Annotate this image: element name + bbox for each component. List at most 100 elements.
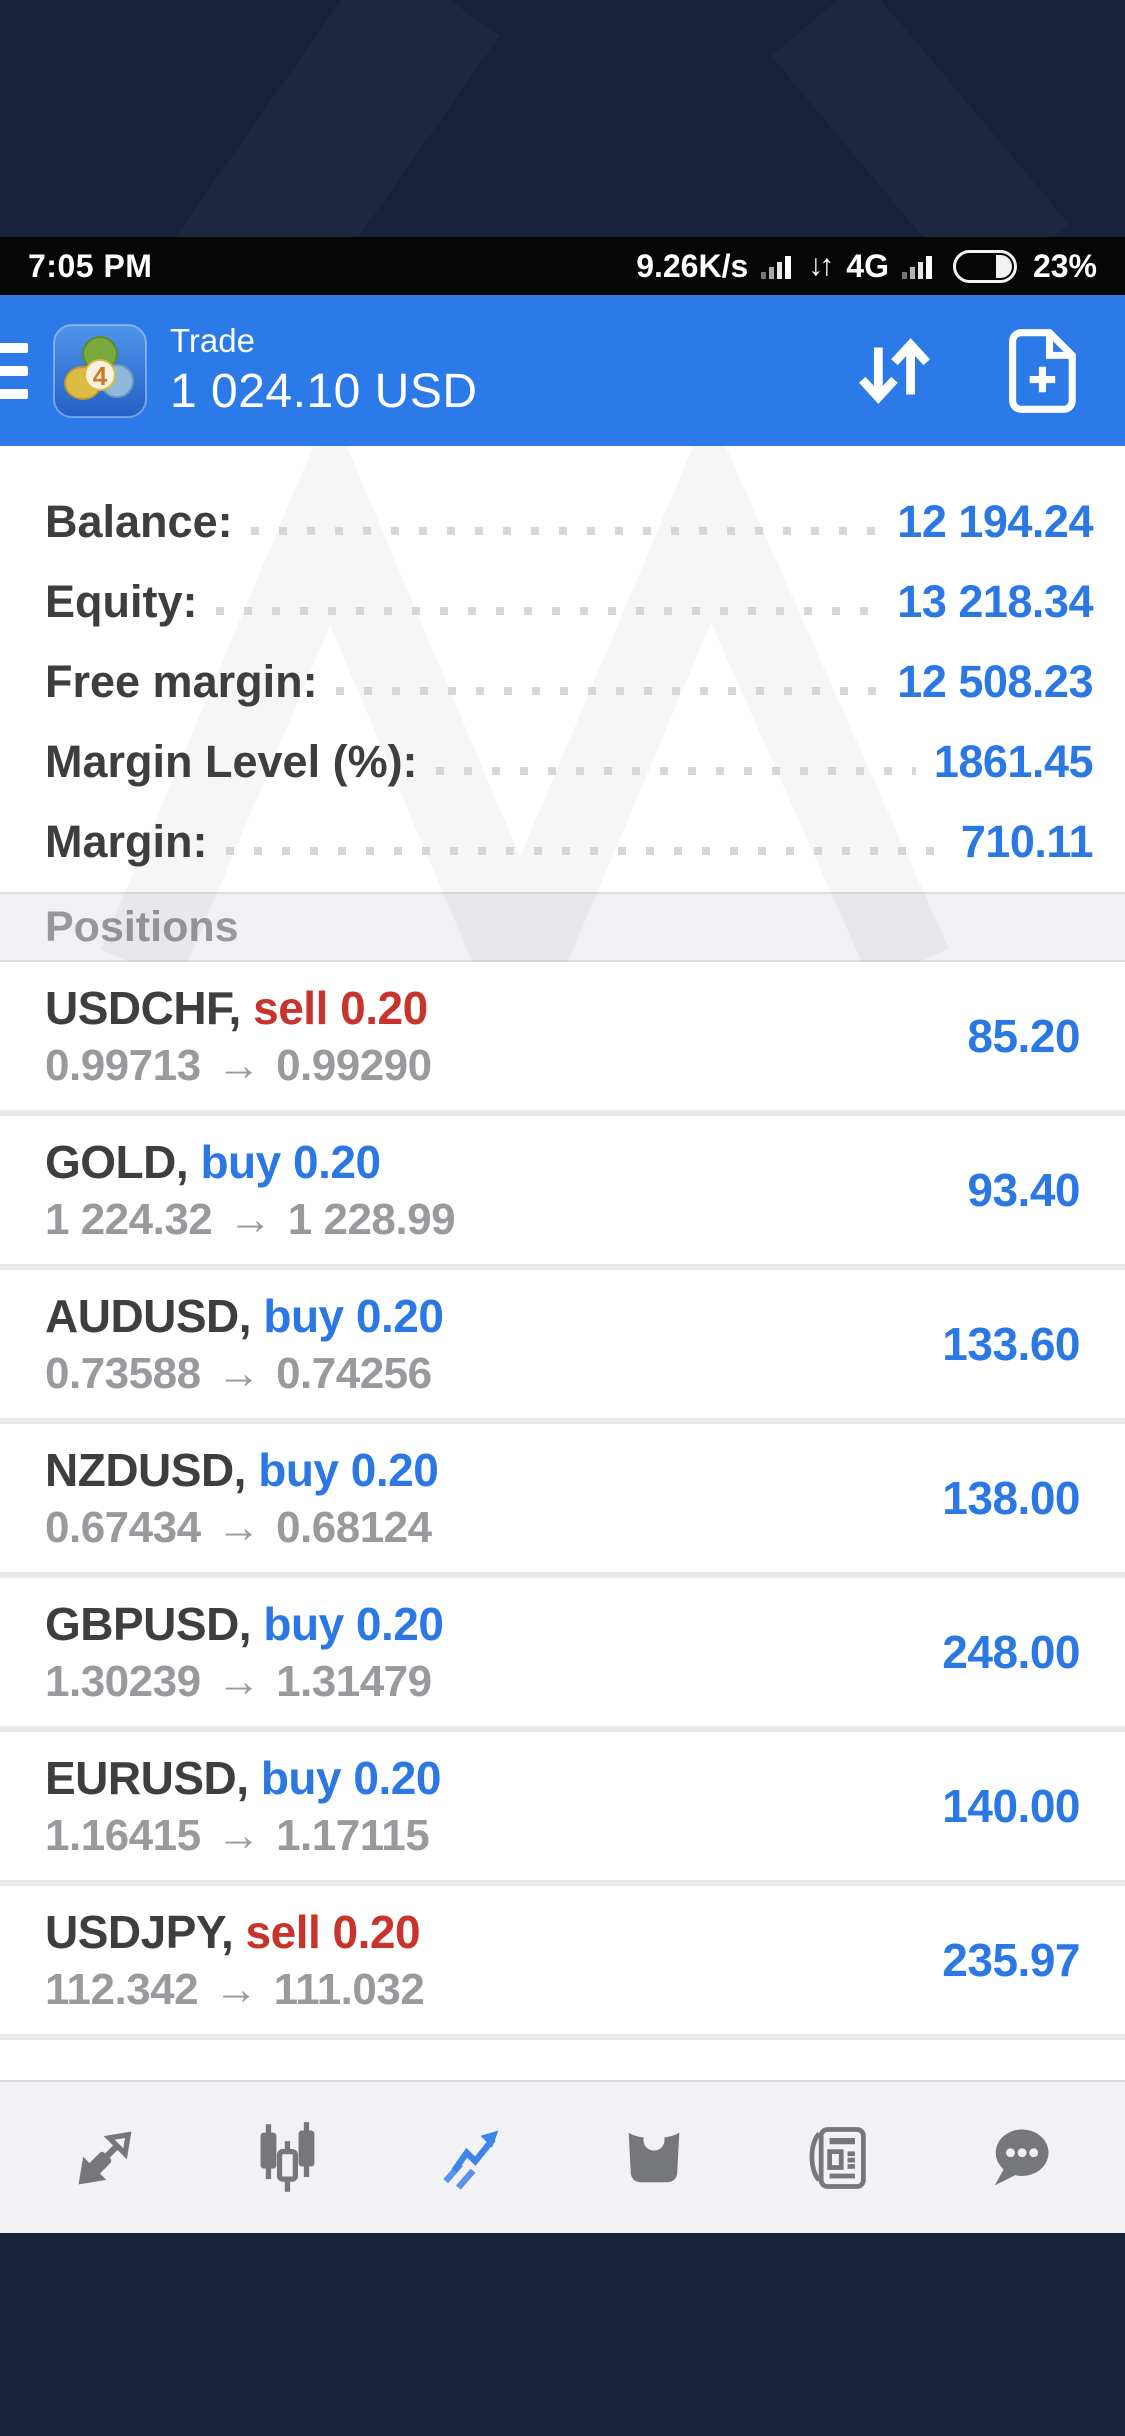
position-profit: 248.00 <box>942 1626 1080 1678</box>
position-current-price: 0.99290 <box>276 1041 432 1090</box>
position-prices: 0.67434 → 0.68124 <box>45 1503 942 1553</box>
dotted-leader <box>435 767 916 775</box>
position-symbol: EURUSD, <box>45 1752 249 1804</box>
position-prices: 1.16415 → 1.17115 <box>45 1811 942 1861</box>
position-row[interactable]: GOLD, buy 0.20 1 224.32 → 1 228.99 93.40 <box>0 1116 1125 1264</box>
account-row-label: Balance: <box>45 496 233 547</box>
arrow-right-icon: → <box>214 1965 258 2014</box>
position-open-price: 0.99713 <box>45 1041 201 1090</box>
position-open-price: 1.30239 <box>45 1657 201 1706</box>
account-row-label: Equity: <box>45 576 198 627</box>
network-activity-icon: ↓↑ <box>808 249 834 282</box>
messages-icon[interactable] <box>965 2103 1075 2213</box>
trade-content: Balance: 12 194.24 Equity: 13 218.34 Fre… <box>0 446 1125 2080</box>
position-current-price: 1.31479 <box>276 1657 432 1706</box>
sort-icon[interactable] <box>849 327 937 415</box>
trade-icon[interactable] <box>416 2103 526 2213</box>
network-type: 4G <box>846 247 889 284</box>
account-row-value: 710.11 <box>960 816 1094 867</box>
position-row[interactable]: GBPUSD, buy 0.20 1.30239 → 1.31479 248.00 <box>0 1578 1125 1726</box>
position-row[interactable]: USDJPY, sell 0.20 112.342 → 111.032 235.97 <box>0 1886 1125 2034</box>
position-open-price: 0.67434 <box>45 1503 201 1552</box>
position-side-volume: buy 0.20 <box>200 1136 381 1188</box>
position-side-volume: buy 0.20 <box>263 1290 444 1342</box>
position-open-price: 1 224.32 <box>45 1195 213 1244</box>
account-row-label: Free margin: <box>45 656 318 707</box>
battery-percent: 23% <box>1032 247 1097 284</box>
account-row-value: 13 218.34 <box>897 576 1093 627</box>
menu-icon[interactable] <box>0 342 28 399</box>
arrow-right-icon: → <box>216 1041 261 1090</box>
news-icon[interactable] <box>782 2103 892 2213</box>
dotted-leader <box>335 687 880 695</box>
position-prices: 0.99713 → 0.99290 <box>45 1041 967 1091</box>
account-row-value: 1861.45 <box>933 736 1094 787</box>
battery-icon <box>952 249 1017 283</box>
position-symbol: NZDUSD, <box>45 1444 246 1496</box>
position-side-volume: buy 0.20 <box>260 1752 442 1804</box>
network-speed: 9.26K/s <box>636 247 749 284</box>
bottom-toolbar <box>0 2080 1125 2233</box>
position-row[interactable]: EURUSD, buy 0.20 1.16415 → 1.17115 140.00 <box>0 1732 1125 1880</box>
quotes-icon[interactable] <box>50 2103 160 2213</box>
position-current-price: 0.68124 <box>276 1503 432 1552</box>
dotted-leader <box>225 847 943 855</box>
position-current-price: 1.17115 <box>276 1811 430 1860</box>
position-open-price: 1.16415 <box>45 1811 201 1860</box>
arrow-right-icon: → <box>216 1503 261 1552</box>
account-summary-row: Equity: 13 218.34 <box>0 562 1125 642</box>
position-current-price: 111.032 <box>273 1965 425 2014</box>
position-open-price: 112.342 <box>45 1965 199 2014</box>
account-row-label: Margin Level (%): <box>45 736 418 787</box>
position-profit: 138.00 <box>942 1472 1080 1524</box>
clock: 7:05 PM <box>28 247 153 284</box>
position-symbol: AUDUSD, <box>45 1290 252 1342</box>
account-summary: Balance: 12 194.24 Equity: 13 218.34 Fre… <box>0 446 1125 882</box>
position-profit: 235.97 <box>942 1934 1080 1986</box>
position-profit: 133.60 <box>942 1318 1080 1370</box>
dotted-leader <box>215 607 880 615</box>
account-summary-row: Balance: 12 194.24 <box>0 482 1125 562</box>
arrow-right-icon: → <box>228 1195 272 1244</box>
position-row[interactable]: USDCHF, sell 0.20 0.99713 → 0.99290 85.20 <box>0 962 1125 1110</box>
position-current-price: 1 228.99 <box>287 1195 456 1244</box>
charts-icon[interactable] <box>233 2103 343 2213</box>
position-symbol: GBPUSD, <box>45 1598 252 1650</box>
position-prices: 112.342 → 111.032 <box>45 1965 942 2015</box>
position-symbol: USDJPY, <box>45 1906 234 1958</box>
position-row[interactable]: AUDUSD, buy 0.20 0.73588 → 0.74256 133.60 <box>0 1270 1125 1418</box>
position-prices: 1 224.32 → 1 228.99 <box>45 1195 967 1245</box>
letterbox-bottom <box>0 2233 1125 2436</box>
account-summary-row: Margin: 710.11 <box>0 802 1125 882</box>
status-bar: 7:05 PM 9.26K/s ↓↑ 4G 23% <box>0 237 1125 295</box>
new-order-icon[interactable] <box>1001 327 1081 415</box>
dotted-leader <box>250 527 880 535</box>
account-row-value: 12 508.23 <box>897 656 1093 707</box>
app-header: 4 Trade 1 024.10 USD <box>0 295 1125 446</box>
page-title: Trade <box>170 322 255 359</box>
account-summary-row: Margin Level (%): 1861.45 <box>0 722 1125 802</box>
history-icon[interactable] <box>599 2103 709 2213</box>
position-side-volume: buy 0.20 <box>263 1598 444 1650</box>
position-symbol: USDCHF, <box>45 982 241 1034</box>
watermark-shape <box>170 0 499 237</box>
position-profit: 93.40 <box>967 1164 1080 1216</box>
signal-strength-icon <box>761 256 792 279</box>
watermark-shape <box>771 0 1069 237</box>
position-profit: 140.00 <box>942 1780 1080 1832</box>
position-side-volume: sell 0.20 <box>253 982 428 1034</box>
svg-text:4: 4 <box>93 361 108 391</box>
account-balance-header: 1 024.10 USD <box>170 365 478 418</box>
app-logo-icon: 4 <box>53 323 147 418</box>
account-row-value: 12 194.24 <box>897 496 1093 547</box>
position-side-volume: sell 0.20 <box>245 1906 421 1958</box>
arrow-right-icon: → <box>216 1349 261 1398</box>
position-current-price: 0.74256 <box>276 1349 432 1398</box>
position-symbol: GOLD, <box>45 1136 189 1188</box>
positions-list: USDCHF, sell 0.20 0.99713 → 0.99290 85.20 … <box>0 962 1125 2034</box>
positions-title: Positions <box>45 902 239 951</box>
position-row[interactable]: NZDUSD, buy 0.20 0.67434 → 0.68124 138.00 <box>0 1424 1125 1572</box>
letterbox-top <box>0 0 1125 237</box>
position-side-volume: buy 0.20 <box>258 1444 439 1496</box>
